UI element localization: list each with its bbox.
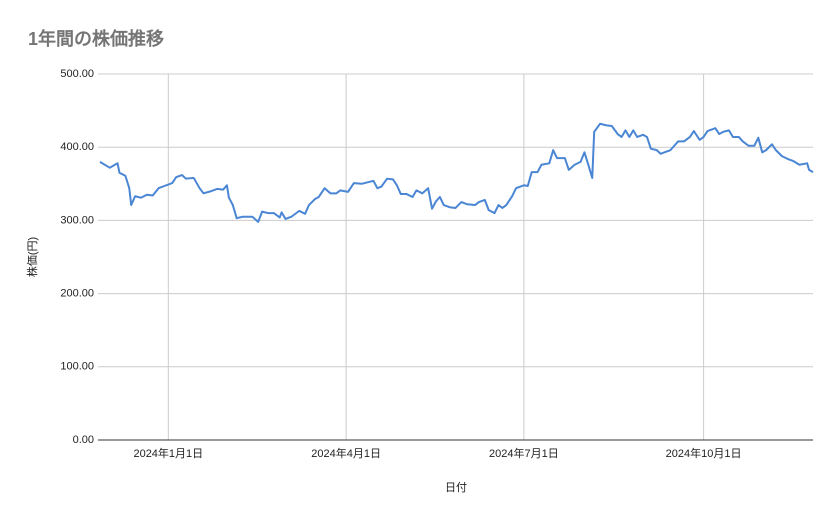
x-tick-label: 2024年7月1日 (489, 446, 559, 460)
price-line (99, 122, 814, 223)
y-tick-label: 300.00 (60, 214, 94, 226)
y-tick-label: 400.00 (60, 141, 94, 153)
y-tick-label: 200.00 (60, 288, 94, 300)
y-tick-label: 100.00 (60, 361, 94, 373)
x-tick-label: 2024年1月1日 (133, 446, 203, 460)
y-axis-label: 株価(円) (25, 237, 39, 277)
x-axis-label: 日付 (445, 481, 467, 494)
y-tick-label: 0.00 (73, 434, 94, 446)
x-tick-label: 2024年4月1日 (311, 446, 381, 460)
y-tick-label: 500.00 (60, 68, 94, 80)
x-tick-label: 2024年10月1日 (666, 446, 742, 460)
chart-title: 1年間の株価推移 (28, 28, 164, 49)
